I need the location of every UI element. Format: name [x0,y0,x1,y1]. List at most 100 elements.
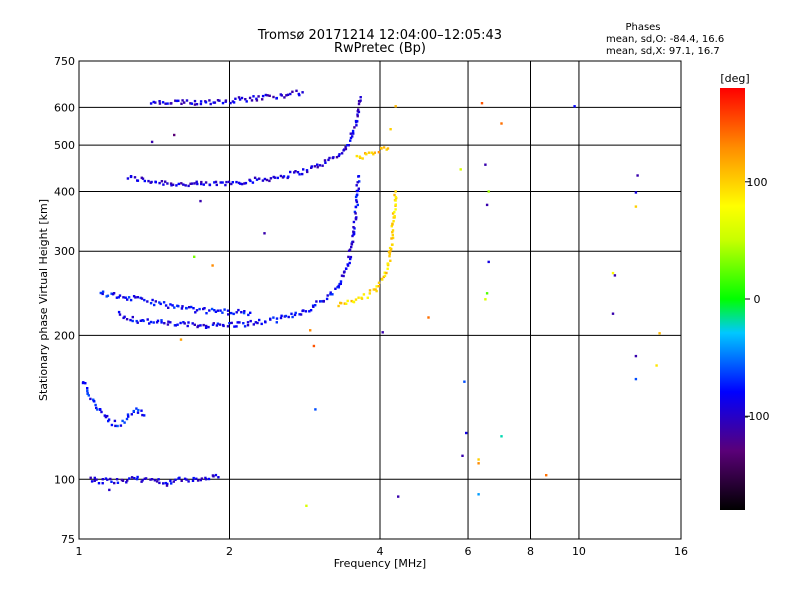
trace-point [351,135,354,138]
trace-point [346,144,349,147]
trace-point [116,424,119,428]
trace-point [255,97,258,100]
trace-point [173,306,176,309]
trace-point [174,478,177,481]
trace-point [248,96,252,100]
scatter-point [312,344,316,348]
trace-point [372,153,375,156]
trace-point [202,323,205,327]
scatter-point [477,458,480,461]
trace-point [140,297,144,300]
trace-point [174,324,177,327]
trace-point [321,164,324,167]
trace-point [164,481,167,485]
trace-point [129,175,133,178]
trace-point [243,310,246,313]
scatter-point [397,495,400,498]
trace-point [104,477,108,480]
trace-point [238,98,242,101]
trace-point [346,263,349,266]
trace-point [286,93,290,96]
trace-point [323,159,327,162]
trace-point [393,210,396,214]
scatter-point [179,338,183,341]
trace-point [199,478,202,482]
scatter-point [485,203,489,207]
trace-point [387,250,391,254]
trace-point [146,318,149,321]
trace-point [285,94,288,97]
trace-point [158,301,161,304]
trace-point [327,158,330,162]
trace-point [163,322,166,325]
chart-title: Tromsø 20171214 12:04:00–12:05:43 [257,28,502,43]
scatter-point [427,316,430,319]
trace-point [391,233,394,237]
trace-point [386,147,390,150]
trace-point [338,282,341,286]
trace-point [204,476,207,480]
trace-point [355,154,358,158]
trace-point [348,248,352,251]
x-tick-label: 8 [527,545,534,558]
trace-point [109,477,112,481]
trace-point [366,296,369,299]
x-axis-ticks: 1 2 4 6 8 10 16 [76,545,689,558]
colorbar-tick-label: 100 [747,176,768,189]
trace-point [92,399,95,403]
trace-point [94,403,97,407]
trace-point [162,301,166,304]
trace-point [186,324,189,328]
trace-point [175,184,178,187]
trace-point [139,296,142,300]
trace-point [187,480,190,483]
trace-point [164,102,167,105]
trace-point [235,325,238,328]
trace-point [319,300,322,303]
trace-point [101,290,105,293]
trace-point [164,304,168,307]
trace-point [318,164,322,167]
trace-point [194,311,197,314]
scatter-point [465,431,468,435]
trace-point [233,325,236,328]
scatter-point [314,408,317,411]
trace-point [390,237,393,240]
trace-point [125,318,129,321]
trace-point [237,96,241,99]
trace-point [97,482,101,485]
trace-point [377,151,381,154]
trace-point [159,302,162,306]
trace-point [289,170,292,174]
trace-point [164,180,167,183]
trace-point [339,282,342,285]
trace-point [352,220,356,224]
trace-point [242,311,246,315]
trace-point [212,322,215,325]
trace-point [391,229,395,232]
trace-point [247,313,250,317]
scatter-point [487,260,490,264]
scatter-point [545,474,548,477]
trace-point [334,287,337,290]
trace-point [322,300,325,303]
trace-point [205,312,208,315]
trace-point [86,387,89,390]
trace-point [146,300,149,303]
trace-point [357,175,360,178]
trace-point [122,296,125,299]
trace-point [96,408,99,411]
trace-point [155,321,159,324]
trace-point [360,297,364,300]
trace-point [381,278,384,281]
trace-point [293,313,297,317]
trace-point [130,413,133,416]
trace-point [320,300,323,303]
trace-point [291,90,294,93]
trace-point [390,243,394,246]
trace-point [126,177,130,180]
trace-point [217,476,220,479]
trace-point [394,190,397,193]
phase-stats-x: mean, sd,X: 97.1, 16.7 [606,46,720,57]
trace-point [129,318,132,322]
